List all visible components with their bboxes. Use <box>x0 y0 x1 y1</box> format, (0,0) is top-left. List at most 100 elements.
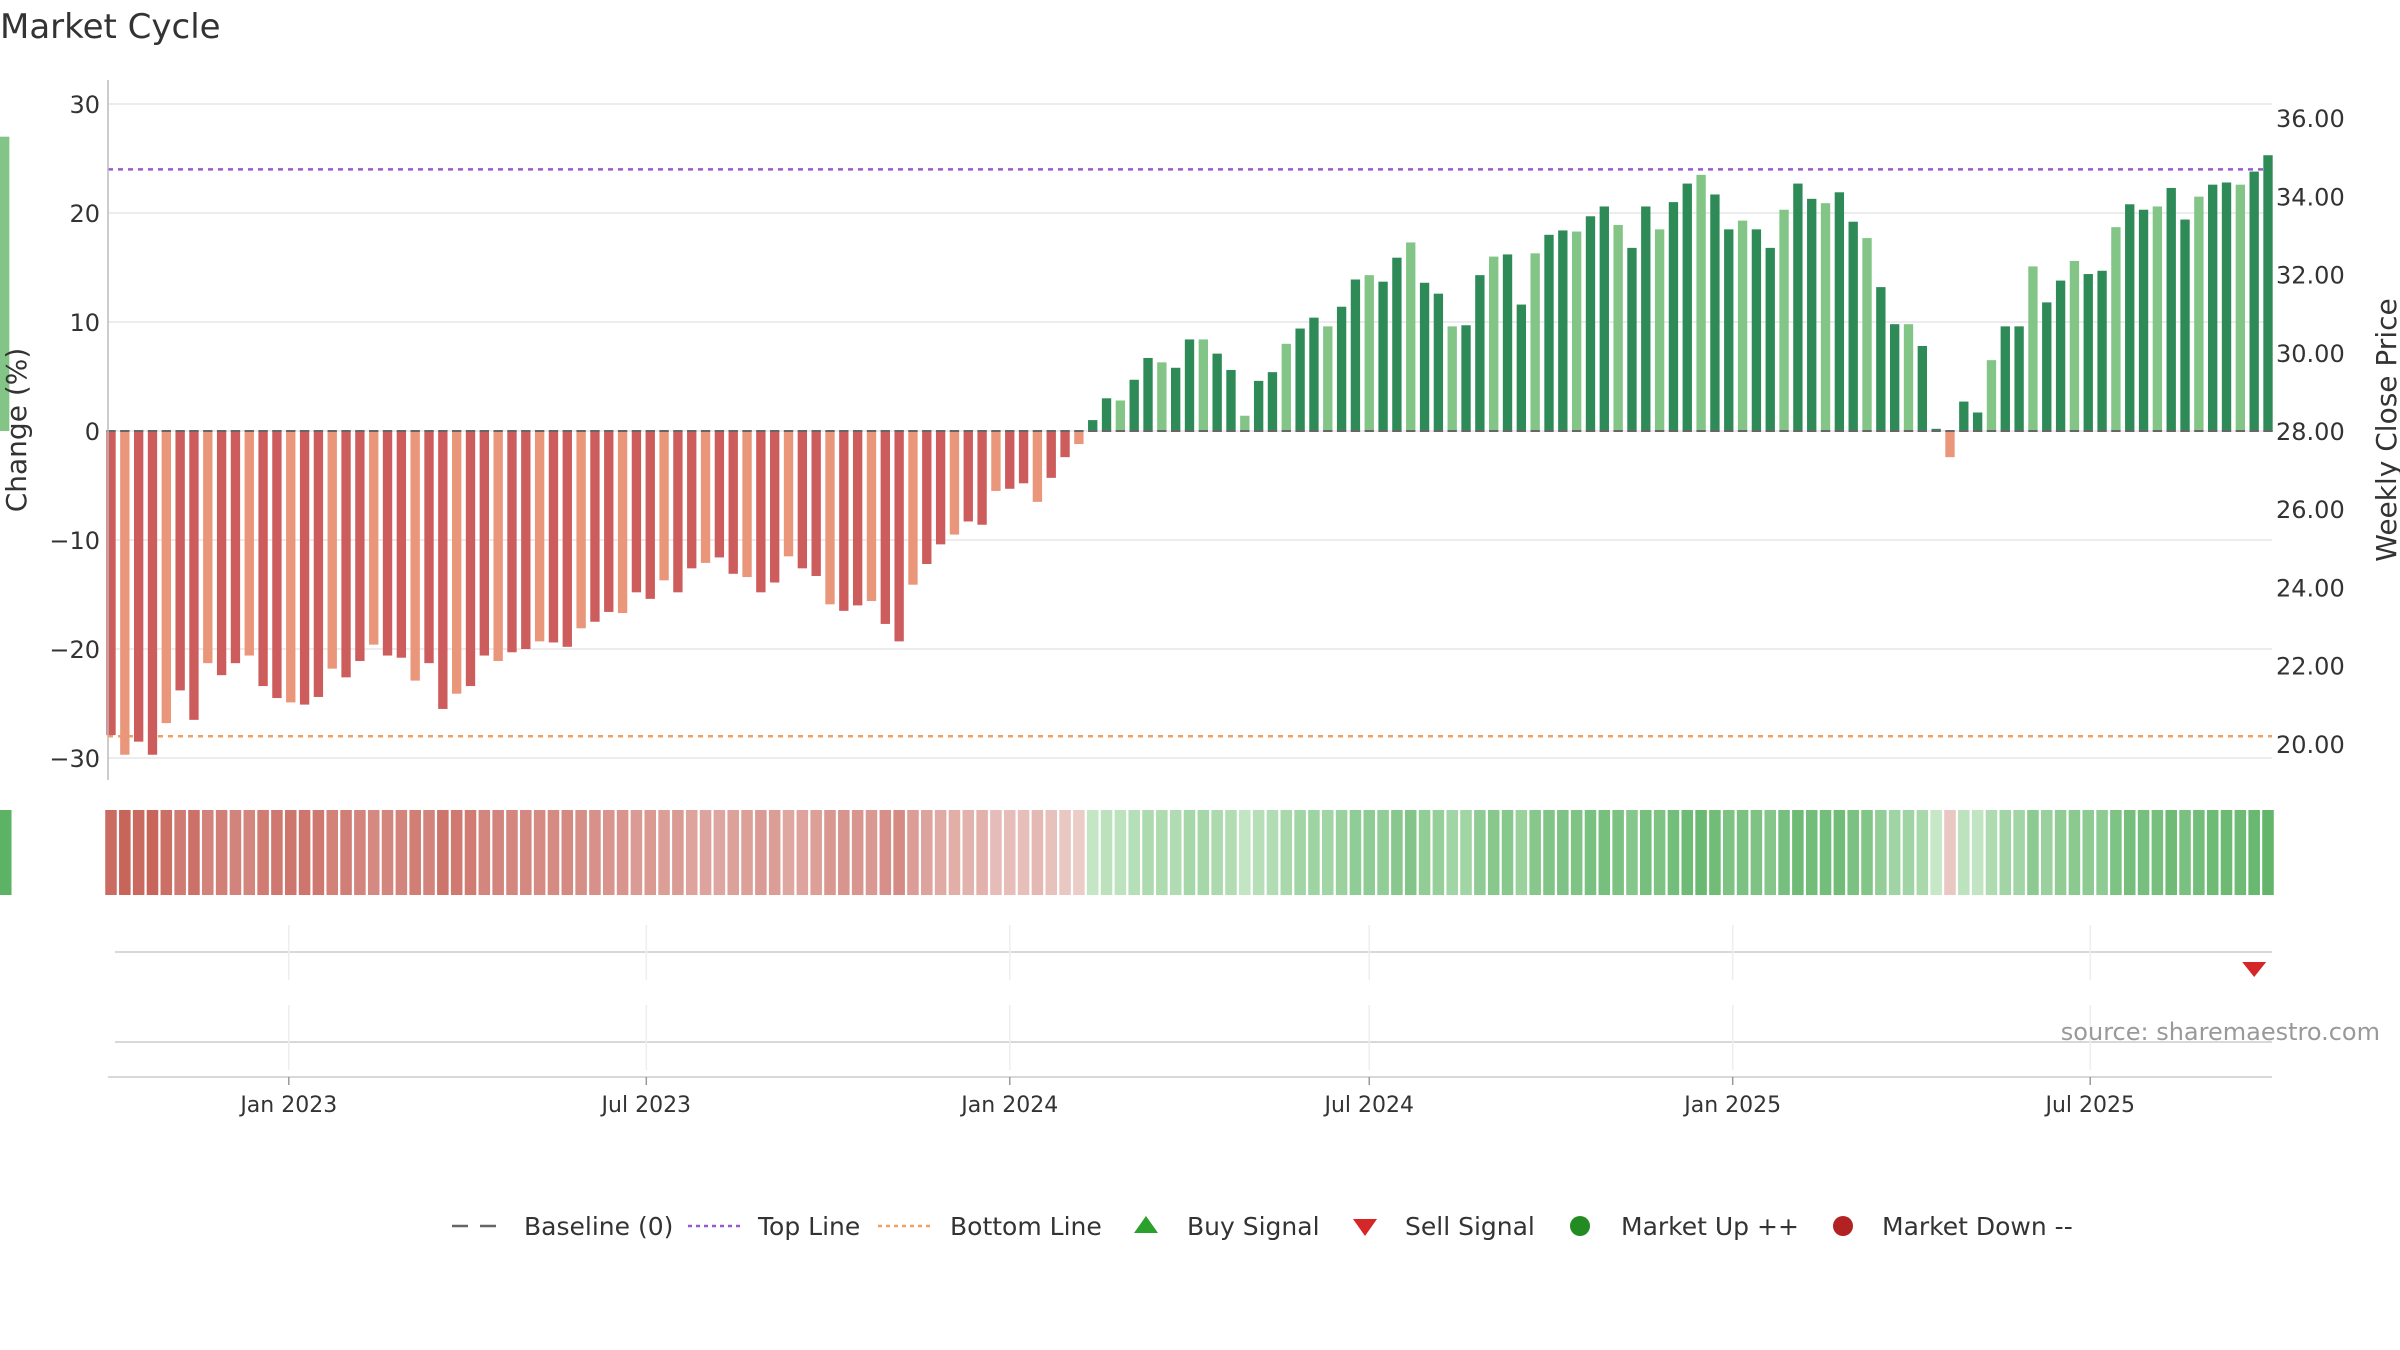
bar <box>1240 415 1250 431</box>
bar <box>783 431 794 557</box>
band-cell <box>188 810 200 895</box>
band-cell <box>934 810 947 895</box>
band-cell <box>727 810 739 895</box>
band-cell <box>119 810 131 895</box>
band-cell <box>1971 810 1984 895</box>
band-cell <box>1598 810 1611 895</box>
bar <box>1129 379 1139 431</box>
bar <box>369 431 379 645</box>
bar <box>479 431 489 656</box>
y2-tick-label: 32.00 <box>2276 262 2345 290</box>
band-cell <box>602 810 615 895</box>
band-cell <box>1225 810 1237 895</box>
band-cell <box>2262 810 2274 895</box>
band-cell <box>1142 810 1154 895</box>
band-cell <box>367 810 380 895</box>
band-cell <box>851 810 864 895</box>
bar <box>1654 229 1665 431</box>
y-tick-label: 30 <box>69 91 100 119</box>
bar <box>313 431 324 697</box>
bar <box>1903 324 1914 431</box>
bar <box>1419 282 1430 431</box>
band-cell <box>1169 810 1182 895</box>
band-cell <box>1985 810 1998 895</box>
band-cell <box>2110 810 2122 895</box>
band-cell <box>533 810 546 895</box>
bar <box>2194 196 2204 431</box>
bar <box>1433 293 1444 431</box>
bar <box>1378 281 1388 431</box>
legend-item: Market Up ++ <box>1570 1212 1799 1241</box>
band-cell <box>409 810 421 895</box>
bar <box>1558 230 1568 431</box>
sell-signal-marker <box>2242 962 2267 977</box>
band-cell <box>1321 810 1334 895</box>
band-cell <box>312 810 325 895</box>
bar <box>977 431 987 525</box>
source-note: source: sharemaestro.com <box>2061 1018 2380 1046</box>
band-cell <box>1557 810 1569 895</box>
bar <box>2042 302 2052 431</box>
band-cell <box>354 810 366 895</box>
bar <box>1931 428 1941 431</box>
bar <box>645 431 655 599</box>
band-cell <box>1999 810 2012 895</box>
bar <box>1184 339 1195 431</box>
band-cell <box>340 810 352 895</box>
band-cell <box>575 810 587 895</box>
legend-swatch <box>1134 1216 1158 1233</box>
band-cell <box>685 810 698 895</box>
band-cell <box>699 810 712 895</box>
band-cell <box>1446 810 1458 895</box>
bar <box>1018 431 1029 484</box>
band-cell <box>561 810 574 895</box>
bar <box>2221 182 2232 431</box>
band-cell <box>1681 810 1694 895</box>
y2-tick-label: 30.00 <box>2276 340 2345 368</box>
bar <box>742 431 752 578</box>
band-cell <box>2013 810 2025 895</box>
legend-item: Market Down -- <box>1833 1212 2073 1241</box>
bar <box>631 431 642 593</box>
bar <box>576 431 586 629</box>
band-cell <box>2234 810 2247 895</box>
band-cell <box>506 810 518 895</box>
band-cell <box>962 810 975 895</box>
band-cell <box>879 810 892 895</box>
bar <box>521 431 531 649</box>
bar <box>548 431 559 643</box>
band-cell <box>1086 810 1099 895</box>
triangle-down-icon <box>1353 1219 1377 1236</box>
bar <box>1890 324 1900 431</box>
band-cell <box>1252 810 1265 895</box>
legend-label: Market Up ++ <box>1621 1212 1799 1241</box>
bar <box>1876 287 1886 431</box>
x-tick-label: Jul 2023 <box>600 1093 692 1118</box>
band-cell <box>146 810 159 895</box>
x-tick-label: Jan 2023 <box>238 1093 337 1118</box>
chart-title: Market Cycle <box>0 7 221 47</box>
y-tick-label: 20 <box>69 200 100 228</box>
bar <box>1074 431 1084 445</box>
bar <box>839 431 849 611</box>
bar <box>1447 326 1457 431</box>
bar <box>2069 260 2080 431</box>
band-cell <box>1003 810 1016 895</box>
bar <box>797 431 808 569</box>
bar <box>1212 353 1222 431</box>
bar <box>2000 326 2010 431</box>
bar <box>1101 398 1112 431</box>
band-cell <box>1363 810 1376 895</box>
y2-axis-label: Weekly Close Price <box>2370 298 2400 561</box>
bar <box>2111 227 2121 431</box>
legend-swatch <box>1353 1219 1377 1236</box>
band-cell <box>1667 810 1680 895</box>
band-cell <box>796 810 809 895</box>
triangle-up-icon <box>1134 1216 1158 1233</box>
band-cell <box>755 810 767 895</box>
bar <box>2166 187 2176 431</box>
bar <box>894 431 904 642</box>
y-axis-label: Change (%) <box>0 348 33 513</box>
band-cell <box>1612 810 1624 895</box>
bar <box>935 431 946 545</box>
